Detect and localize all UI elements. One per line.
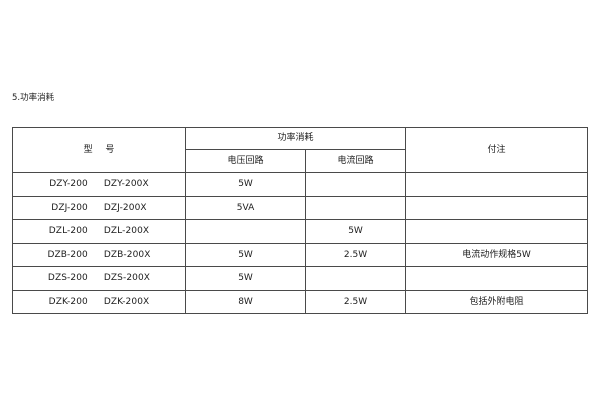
table-row: DZL-200 DZL-200X 5W [12,219,589,244]
model-code-variant: DZS-200X [103,273,151,284]
cell-model: DZY-200 DZY-200X [12,172,186,197]
cell-voltage-circuit: 5W [185,172,306,197]
table-row: DZY-200 DZY-200X 5W [12,172,589,197]
model-code-primary: DZL-200 [48,226,88,237]
model-code-variant: DZL-200X [103,226,150,237]
power-consumption-table: 型 号 功率消耗 付注 电压回路 电流回路 DZY-200 DZY-200X 5W… [12,127,589,314]
table-row: DZJ-200 DZJ-200X 5VA [12,195,589,220]
column-header-current-circuit: 电流回路 [304,149,407,173]
model-code-primary: DZY-200 [49,179,88,190]
column-header-remark: 付注 [405,127,589,173]
model-code-variant: DZB-200X [103,249,151,260]
table-body: DZY-200 DZY-200X 5W DZJ-200 DZJ-200X 5VA D… [12,172,589,314]
page-title: 5.功率消耗 [12,93,55,103]
cell-remark [405,219,589,244]
table-row: DZS-200 DZS-200X 5W [12,266,589,291]
column-header-power-consumption-group: 功率消耗 [184,127,407,150]
table-header-row-top: 型 号 功率消耗 付注 [12,127,589,173]
cell-current-circuit [304,172,407,197]
table-header: 型 号 功率消耗 付注 电压回路 电流回路 [12,127,589,173]
model-code-variant: DZJ-200X [103,202,147,213]
cell-voltage-circuit: 5W [185,266,306,291]
model-code-variant: DZY-200X [103,179,149,190]
cell-current-circuit: 2.5W [304,289,407,314]
cell-current-circuit [304,266,407,291]
cell-voltage-circuit: 5VA [185,195,306,220]
cell-remark [405,266,589,291]
table-row: DZB-200 DZB-200X 5W 2.5W 电流动作规格5W [12,242,589,267]
cell-model: DZB-200 DZB-200X [12,242,186,267]
cell-voltage-circuit [185,219,306,244]
table-header-row-sub: 电压回路 电流回路 [13,149,588,173]
model-code-primary: DZS-200 [47,273,88,284]
model-code-primary: DZJ-200 [51,202,88,213]
cell-model: DZS-200 DZS-200X [12,266,186,291]
cell-current-circuit: 5W [304,219,407,244]
model-code-variant: DZK-200X [103,296,150,307]
cell-current-circuit [304,195,407,220]
model-code-primary: DZB-200 [47,249,88,260]
cell-remark: 包括外附电阻 [405,289,589,314]
cell-voltage-circuit: 5W [185,242,306,267]
cell-remark [405,172,589,197]
cell-remark: 电流动作规格5W [405,242,589,267]
cell-model: DZJ-200 DZJ-200X [12,195,186,220]
cell-model: DZL-200 DZL-200X [12,219,186,244]
cell-remark [405,195,589,220]
column-header-voltage-circuit: 电压回路 [185,149,306,173]
column-header-model: 型 号 [12,127,186,173]
cell-current-circuit: 2.5W [304,242,407,267]
table-row: DZK-200 DZK-200X 8W 2.5W 包括外附电阻 [12,289,589,314]
column-header-model-label: 型 号 [83,144,120,155]
cell-model: DZK-200 DZK-200X [12,289,186,314]
model-code-primary: DZK-200 [48,296,88,307]
cell-voltage-circuit: 8W [185,289,306,314]
